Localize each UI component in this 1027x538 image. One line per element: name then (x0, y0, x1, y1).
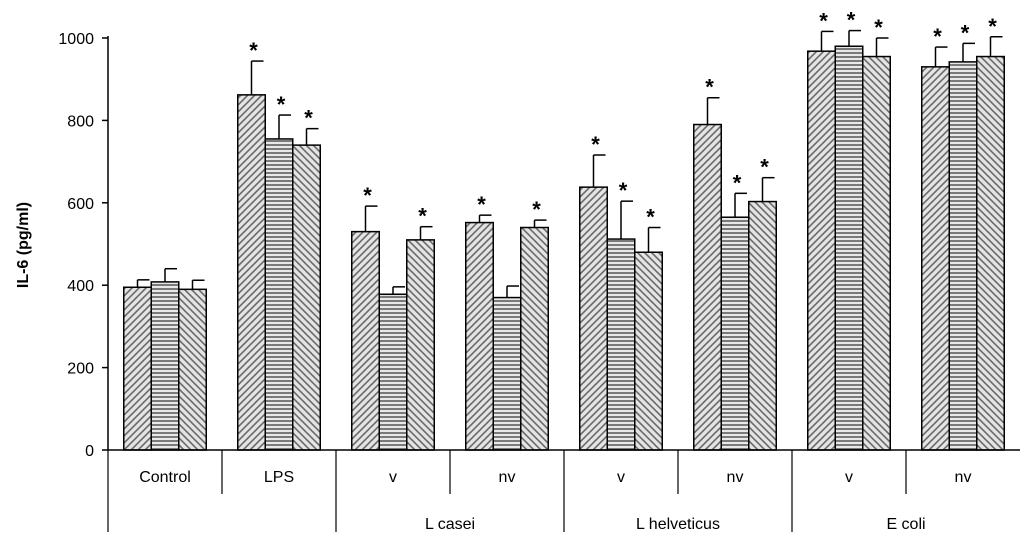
y-tick-label: 1000 (58, 31, 94, 48)
group-label: L casei (425, 516, 475, 533)
bar (520, 226, 549, 451)
significance-star: * (619, 178, 628, 203)
group-label: E coli (886, 516, 925, 533)
category-label: nv (955, 469, 972, 486)
bar (834, 45, 864, 451)
y-tick-label: 600 (67, 196, 94, 213)
bar (264, 138, 294, 451)
significance-star: * (363, 183, 372, 208)
x-axis: Control LPS v nv v nv v nv L casei L helveticus E … (107, 449, 1020, 533)
y-tick-label: 800 (67, 113, 94, 130)
significance-star: * (705, 75, 714, 100)
bar (378, 293, 408, 451)
significance-star: * (733, 170, 742, 195)
bar (693, 123, 722, 451)
bar (237, 94, 266, 451)
bar (465, 221, 494, 451)
category-label: v (617, 469, 625, 486)
bar (292, 144, 321, 451)
significance-star: * (646, 205, 655, 230)
bar (150, 281, 180, 451)
bar (807, 50, 836, 451)
bar (351, 230, 380, 451)
bar (406, 239, 435, 451)
bar (976, 55, 1005, 451)
y-tick-label: 0 (85, 443, 94, 460)
category-label: Control (139, 469, 191, 486)
y-axis-label: IL-6 (pg/ml) (15, 202, 32, 288)
category-label: v (389, 469, 397, 486)
y-tick-label: 400 (67, 278, 94, 295)
significance-star: * (277, 92, 286, 117)
bar (862, 55, 891, 451)
significance-star: * (847, 8, 856, 33)
category-label: nv (727, 469, 744, 486)
y-axis: 0 200 400 600 800 1000 (58, 31, 109, 460)
significance-star: * (477, 192, 486, 217)
significance-star: * (933, 24, 942, 49)
significance-star: * (874, 15, 883, 40)
significance-star: * (961, 20, 970, 45)
bars: * * * * * * * * * * * * * * * * * * * (123, 8, 1005, 451)
group-label: L helveticus (636, 516, 720, 533)
bar (748, 200, 777, 451)
bar (492, 296, 522, 451)
bar (123, 286, 152, 451)
category-label: LPS (264, 469, 294, 486)
bar (606, 238, 636, 451)
category-label: v (845, 469, 853, 486)
significance-star: * (819, 8, 828, 33)
y-tick-label: 200 (67, 361, 94, 378)
bar (579, 186, 608, 451)
significance-star: * (988, 14, 997, 39)
bar (720, 216, 750, 451)
significance-star: * (418, 204, 427, 229)
bar (178, 288, 207, 451)
significance-star: * (249, 38, 258, 63)
bar (921, 66, 950, 451)
bar (948, 61, 978, 451)
significance-star: * (532, 197, 541, 222)
category-label: nv (499, 469, 516, 486)
significance-star: * (760, 155, 769, 180)
bar (634, 251, 663, 451)
significance-star: * (304, 106, 313, 131)
significance-star: * (591, 132, 600, 157)
